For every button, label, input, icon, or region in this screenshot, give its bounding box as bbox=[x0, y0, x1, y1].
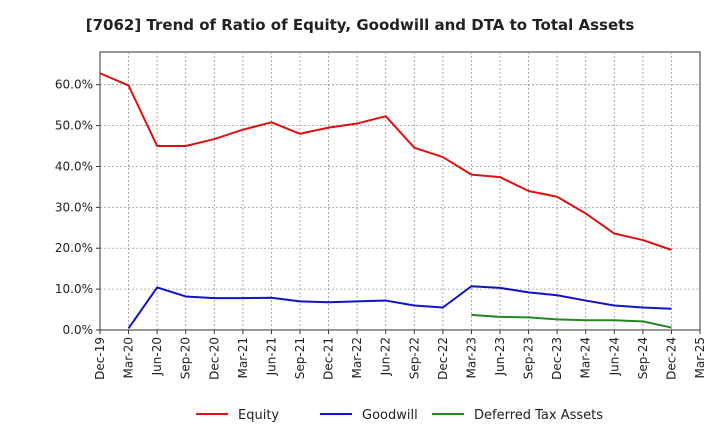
x-tick-label: Sep-22 bbox=[407, 337, 421, 379]
chart-title: [7062] Trend of Ratio of Equity, Goodwil… bbox=[86, 16, 635, 34]
legend-label-equity: Equity bbox=[238, 408, 279, 423]
y-tick-label: 30.0% bbox=[55, 200, 93, 214]
x-tick-label: Dec-24 bbox=[664, 337, 678, 380]
x-tick-label: Dec-22 bbox=[436, 337, 450, 380]
x-tick-label: Mar-25 bbox=[693, 337, 707, 378]
x-tick-label: Dec-23 bbox=[550, 337, 564, 380]
series-line-equity bbox=[99, 72, 672, 251]
x-tick-label: Jun-20 bbox=[150, 337, 164, 376]
series-line-goodwill bbox=[127, 285, 672, 329]
x-tick-label: Sep-24 bbox=[636, 337, 650, 379]
x-tick-label: Mar-22 bbox=[350, 337, 364, 378]
plot-area bbox=[99, 51, 701, 331]
y-tick-label: 50.0% bbox=[55, 119, 93, 133]
x-tick-label: Jun-21 bbox=[264, 337, 278, 376]
series-group bbox=[99, 72, 672, 329]
x-tick-label: Jun-23 bbox=[493, 337, 507, 376]
legend-label-goodwill: Goodwill bbox=[362, 408, 418, 423]
x-tick-label: Sep-20 bbox=[179, 337, 193, 379]
x-axis: Dec-19 Mar-20 Jun-20 Sep-20 Dec-20 Mar-21 Jun-… bbox=[93, 330, 707, 380]
y-tick-label: 40.0% bbox=[55, 159, 93, 173]
x-tick-label: Jun-24 bbox=[607, 337, 621, 376]
y-tick-label: 10.0% bbox=[55, 282, 93, 296]
x-tick-label: Sep-21 bbox=[293, 337, 307, 379]
x-tick-label: Mar-20 bbox=[122, 337, 136, 378]
y-tick-label: 20.0% bbox=[55, 241, 93, 255]
x-tick-label: Mar-23 bbox=[464, 337, 478, 378]
grid-lines bbox=[100, 52, 700, 330]
x-tick-label: Mar-21 bbox=[236, 337, 250, 378]
legend-label-deferred-tax-assets: Deferred Tax Assets bbox=[474, 408, 603, 423]
y-tick-label: 0.0% bbox=[63, 323, 94, 337]
x-tick-label: Dec-21 bbox=[322, 337, 336, 380]
y-axis: 0.0% 10.0% 20.0% 30.0% 40.0% 50.0% 60.0% bbox=[55, 78, 100, 337]
x-tick-label: Jun-22 bbox=[379, 337, 393, 376]
x-tick-label: Sep-23 bbox=[522, 337, 536, 379]
series-line-deferred-tax-assets bbox=[471, 313, 672, 329]
x-tick-label: Mar-24 bbox=[579, 337, 593, 378]
x-tick-label: Dec-19 bbox=[93, 337, 107, 380]
x-tick-label: Dec-20 bbox=[207, 337, 221, 380]
legend: Equity Goodwill Deferred Tax Assets bbox=[196, 408, 603, 423]
y-tick-label: 60.0% bbox=[55, 78, 93, 92]
